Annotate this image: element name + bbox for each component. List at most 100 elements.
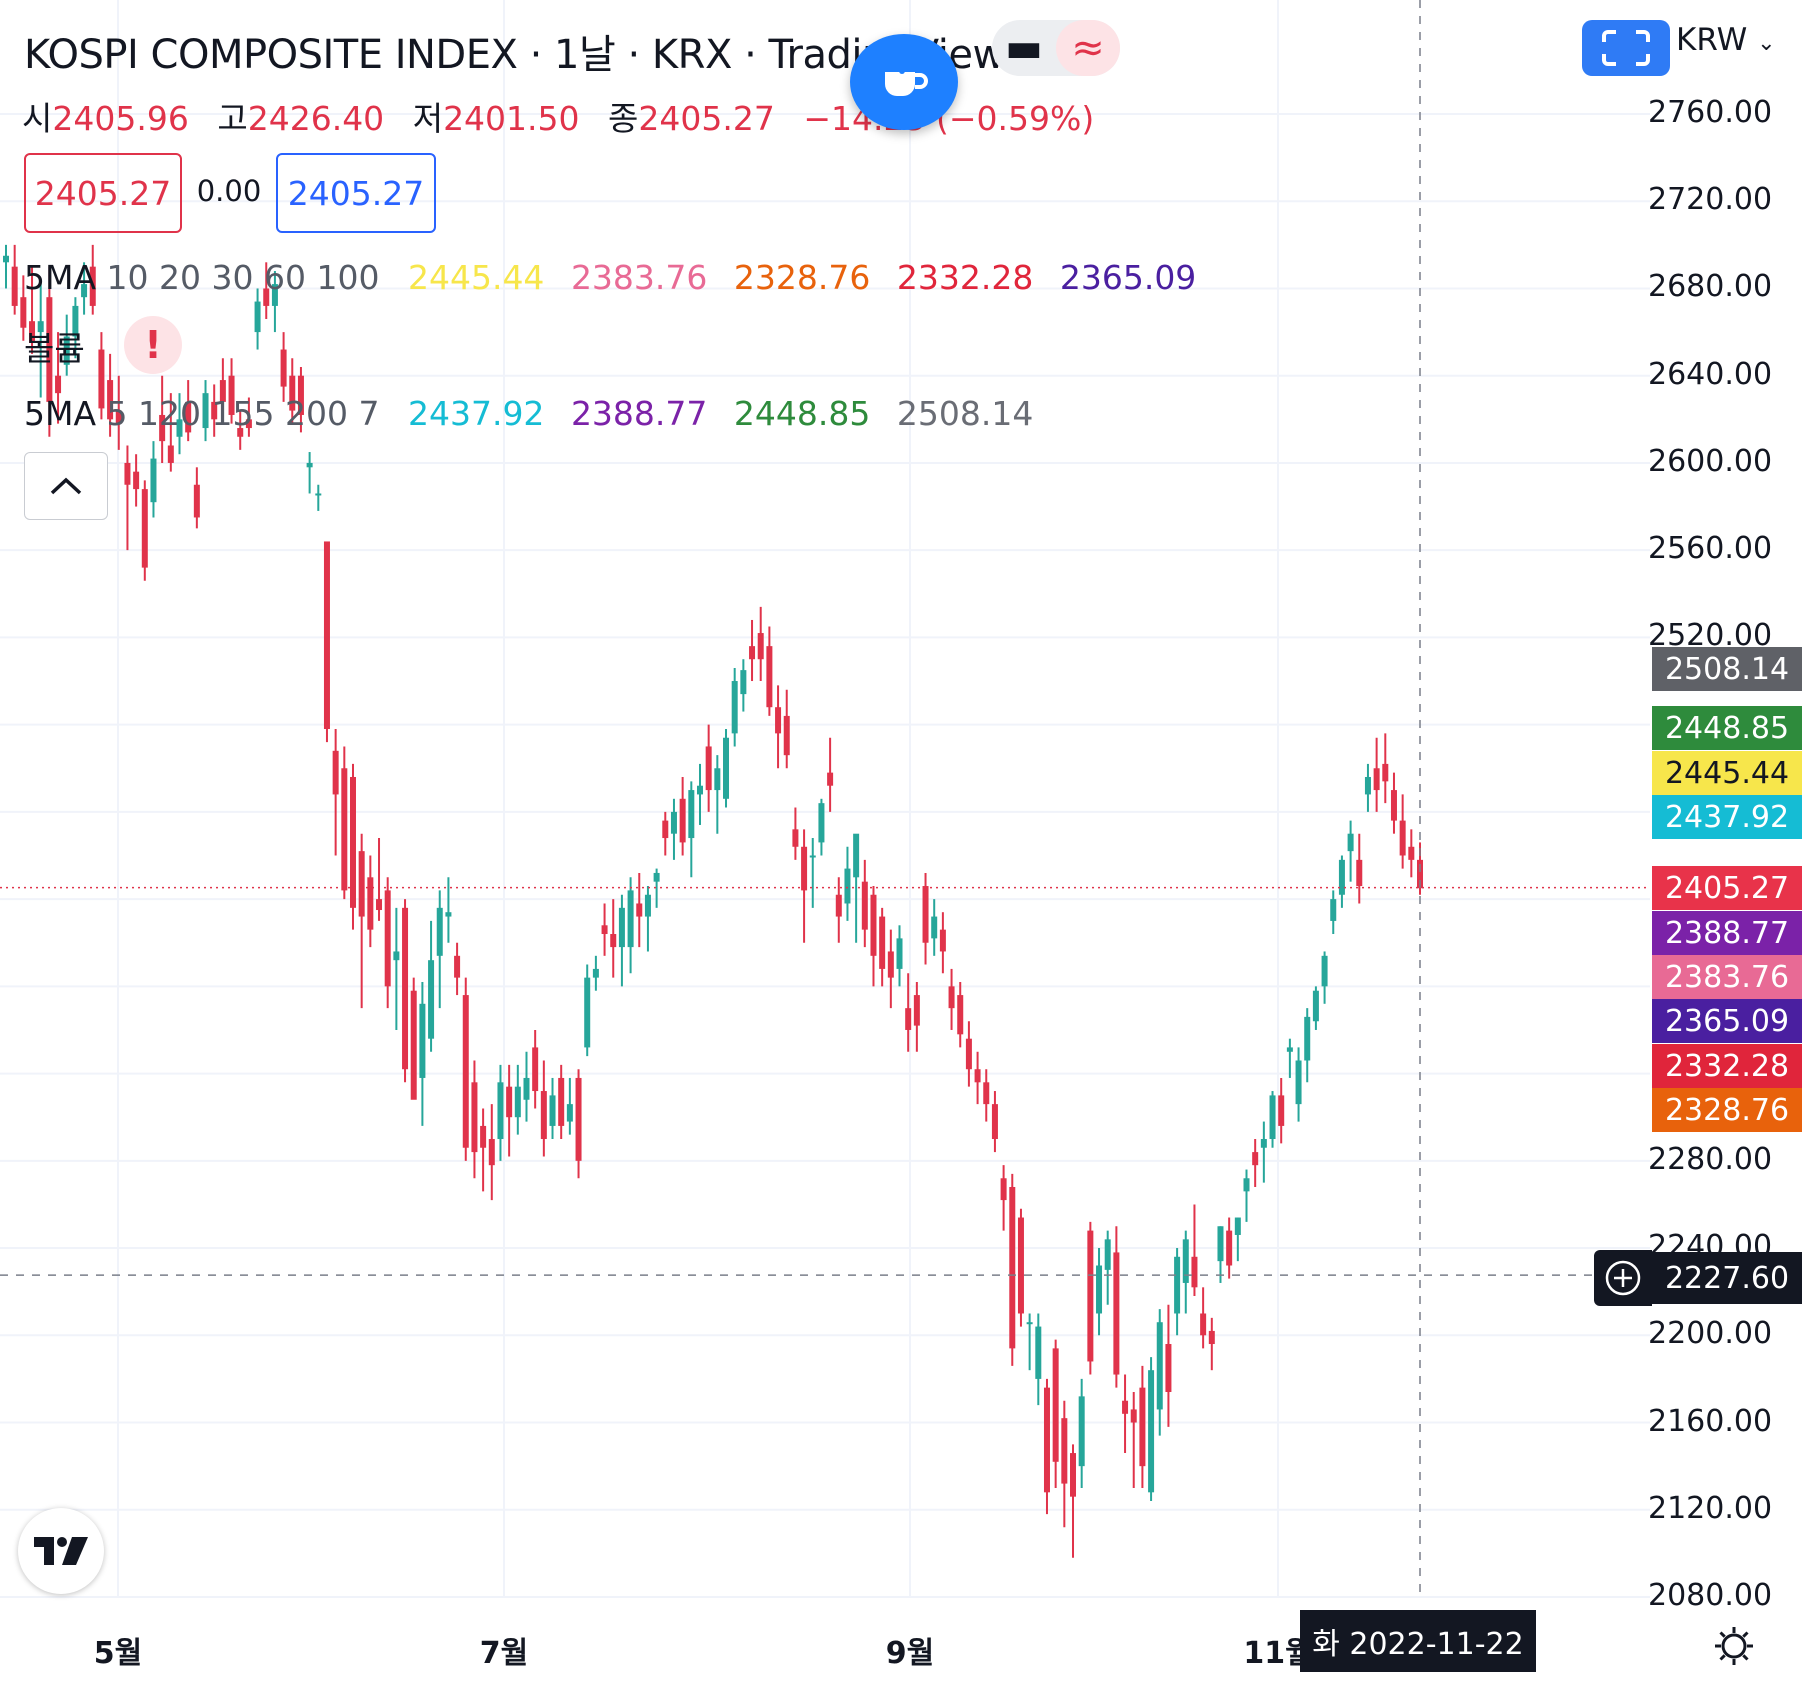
ma-indicator-1[interactable]: 5MA 10 20 30 60 100 2445.44 2383.76 2328… — [24, 258, 1212, 297]
candle — [662, 811, 669, 856]
collapse-legend-button[interactable] — [24, 452, 108, 520]
candle — [1009, 1173, 1016, 1366]
candle — [159, 375, 166, 463]
fullscreen-icon — [1602, 30, 1650, 66]
candle — [1096, 1248, 1103, 1336]
candle — [98, 332, 105, 420]
candle — [896, 925, 903, 987]
candle — [185, 380, 192, 442]
candle — [853, 833, 860, 943]
candle — [367, 855, 374, 948]
low-label: 저 — [412, 99, 444, 138]
candle — [792, 807, 799, 860]
candle — [948, 968, 955, 1030]
candle — [974, 1051, 981, 1105]
candle — [428, 920, 435, 1052]
tv-logo-icon — [34, 1537, 88, 1565]
ma-value: 2437.92 — [407, 394, 545, 433]
minus-icon[interactable]: ▬ — [1005, 25, 1043, 71]
candle — [766, 626, 773, 716]
candle — [81, 262, 88, 315]
currency-selector[interactable]: KRW ⌄ — [1676, 22, 1776, 58]
candle — [1234, 1217, 1241, 1262]
tradingview-logo[interactable] — [18, 1508, 104, 1594]
candle — [775, 685, 782, 769]
warning-icon[interactable]: ! — [124, 316, 182, 374]
ma-indicator-2[interactable]: 5MA 5 120 155 200 7 2437.92 2388.77 2448… — [24, 394, 1049, 433]
close-value: 2405.27 — [638, 99, 775, 138]
candle — [1208, 1317, 1215, 1371]
candle — [1104, 1230, 1111, 1305]
candle — [211, 384, 218, 437]
candle — [627, 877, 634, 974]
candle — [818, 798, 825, 856]
approx-icon[interactable]: ≈ — [1056, 20, 1120, 76]
candle — [237, 410, 244, 450]
settings-icon[interactable] — [1712, 1624, 1756, 1668]
candle — [1260, 1121, 1267, 1183]
candle — [905, 973, 912, 1052]
candle — [393, 907, 400, 1030]
price-tag: 2448.85 — [1652, 706, 1802, 750]
candle — [89, 244, 96, 315]
ma-value: 2388.77 — [570, 394, 708, 433]
volume-indicator-label[interactable]: 볼륨 — [24, 329, 85, 368]
sell-price-button[interactable]: 2405.27 — [24, 153, 182, 233]
candle — [879, 907, 886, 987]
buy-price-button[interactable]: 2405.27 — [276, 153, 436, 233]
candle — [549, 1077, 556, 1140]
fullscreen-button[interactable] — [1582, 20, 1670, 76]
candle — [532, 1029, 539, 1109]
candle — [63, 314, 70, 376]
price-tick-label: 2560.00 — [1648, 531, 1773, 567]
price-tick-label: 2720.00 — [1648, 182, 1773, 218]
candle — [297, 366, 304, 433]
candle — [1286, 1038, 1293, 1078]
candle — [454, 942, 461, 996]
candle — [1330, 890, 1337, 935]
currency-label: KRW — [1676, 22, 1748, 58]
candle — [1252, 1139, 1259, 1187]
ma-value: 2508.14 — [896, 394, 1034, 433]
candle — [20, 275, 27, 341]
candle — [757, 606, 764, 682]
price-tick-label: 2640.00 — [1648, 356, 1773, 392]
candle — [384, 877, 391, 1009]
open-label: 시 — [22, 99, 53, 138]
candle — [870, 886, 877, 987]
candle — [1295, 1047, 1302, 1122]
candle — [1070, 1444, 1077, 1558]
low-value: 2401.50 — [443, 99, 580, 138]
compare-toggle[interactable]: ▬ ≈ — [992, 20, 1120, 76]
candle — [618, 894, 625, 987]
coffee-icon[interactable] — [850, 34, 958, 130]
candle — [323, 541, 330, 743]
open-value: 2405.96 — [52, 99, 189, 138]
price-tag: 2388.77 — [1652, 911, 1802, 955]
high-value: 2426.40 — [247, 99, 385, 138]
candle — [1390, 772, 1397, 834]
candle — [1035, 1313, 1042, 1406]
candle — [402, 899, 409, 1083]
price-tag: 2365.09 — [1652, 999, 1802, 1043]
candle — [939, 912, 946, 974]
candle — [1269, 1091, 1276, 1148]
candle — [11, 244, 18, 315]
candle — [72, 297, 79, 359]
price-tick-label: 2760.00 — [1648, 95, 1773, 130]
candle — [1174, 1248, 1181, 1336]
ma-name: 5MA — [24, 394, 97, 433]
candle — [1373, 737, 1380, 812]
add-alert-button[interactable] — [1594, 1250, 1652, 1306]
ma-name: 5MA — [24, 258, 97, 297]
candle — [1130, 1391, 1137, 1488]
candle — [1191, 1204, 1198, 1297]
candle — [289, 358, 296, 424]
candle — [801, 829, 808, 943]
candle — [636, 872, 643, 948]
candle — [740, 659, 747, 712]
candle — [1148, 1357, 1155, 1502]
price-tag: 2332.28 — [1652, 1044, 1802, 1088]
